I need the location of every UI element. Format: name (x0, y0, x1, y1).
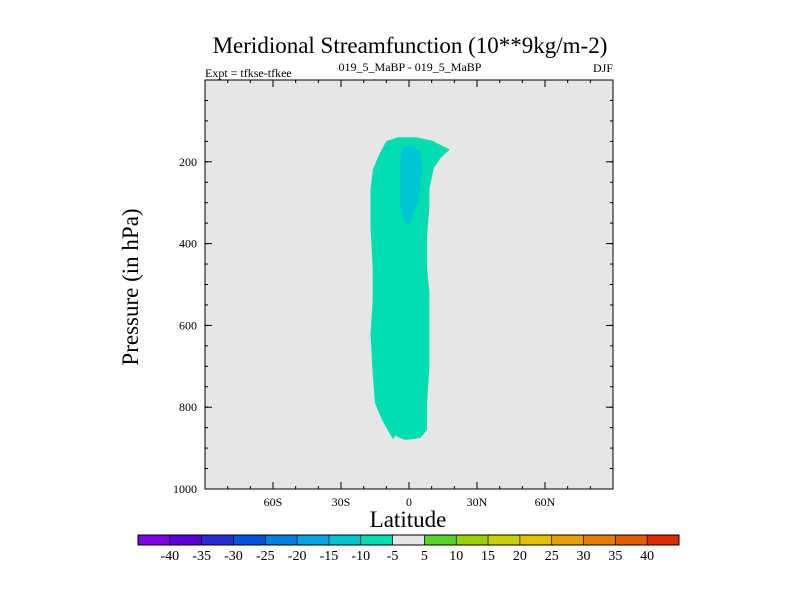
colorbar-swatch (265, 535, 298, 545)
colorbar-swatch (328, 535, 362, 545)
y-tick-label: 1000 (173, 482, 197, 496)
x-tick-label: 30N (467, 495, 488, 509)
colorbar-label: 10 (449, 549, 463, 564)
y-tick-label: 600 (179, 318, 197, 332)
colorbar-swatch (201, 535, 234, 545)
colorbar-label: 40 (640, 549, 654, 564)
colorbar-swatch (551, 535, 584, 545)
x-tick-label: 0 (406, 495, 412, 509)
colorbar-label: -5 (387, 549, 399, 564)
colorbar-swatch (297, 535, 330, 545)
colorbar-swatch (615, 535, 648, 545)
chart-subtitle-center: 019_5_MaBP - 019_5_MaBP (339, 60, 482, 74)
colorbar-label: -35 (192, 549, 211, 564)
colorbar-frame (137, 534, 680, 546)
colorbar-label: 30 (577, 549, 591, 564)
colorbar-label: -40 (160, 549, 179, 564)
plot-area: 60S 30S 0 30N 60N 200 400 600 800 1000 (173, 79, 614, 509)
y-tick-label: 200 (179, 155, 197, 169)
y-tick-label: 400 (179, 237, 197, 251)
colorbar-swatch (424, 535, 457, 545)
colorbar-swatch (392, 535, 425, 545)
x-tick-label: 60S (264, 495, 283, 509)
colorbar: -40 -35 -30 -25 -20 -15 -10 -5 5 10 15 20 25 30 35 40 (137, 534, 680, 564)
colorbar-label: -25 (256, 549, 275, 564)
colorbar-swatch (138, 535, 171, 545)
x-tick-label: 60N (535, 495, 556, 509)
x-tick-label: 30S (332, 495, 351, 509)
colorbar-swatch (456, 535, 489, 545)
colorbar-swatch (647, 535, 680, 545)
y-axis-label: Pressure (in hPa) (118, 208, 143, 365)
colorbar-label: -20 (288, 549, 307, 564)
colorbar-swatch (583, 535, 616, 545)
colorbar-label: 15 (481, 549, 495, 564)
colorbar-label: 5 (421, 549, 428, 564)
contour-region-0 (370, 137, 450, 440)
colorbar-swatch (233, 535, 266, 545)
colorbar-swatch (488, 535, 521, 545)
chart-title: Meridional Streamfunction (10**9kg/m-2) (213, 33, 608, 58)
colorbar-swatch (360, 535, 393, 545)
colorbar-swatch (169, 535, 202, 545)
colorbar-label: 20 (513, 549, 527, 564)
chart-subtitle-left: Expt = tfkse-tfkee (205, 66, 292, 80)
x-axis-label: Latitude (370, 507, 447, 532)
y-tick-label: 800 (179, 400, 197, 414)
contour-region-1 (399, 145, 423, 226)
chart-subtitle-right: DJF (593, 61, 613, 75)
colorbar-label: -15 (320, 549, 339, 564)
colorbar-swatch (519, 535, 552, 545)
colorbar-label: 35 (608, 549, 622, 564)
colorbar-label: -30 (224, 549, 243, 564)
colorbar-label: 25 (545, 549, 559, 564)
colorbar-label: -10 (351, 549, 370, 564)
